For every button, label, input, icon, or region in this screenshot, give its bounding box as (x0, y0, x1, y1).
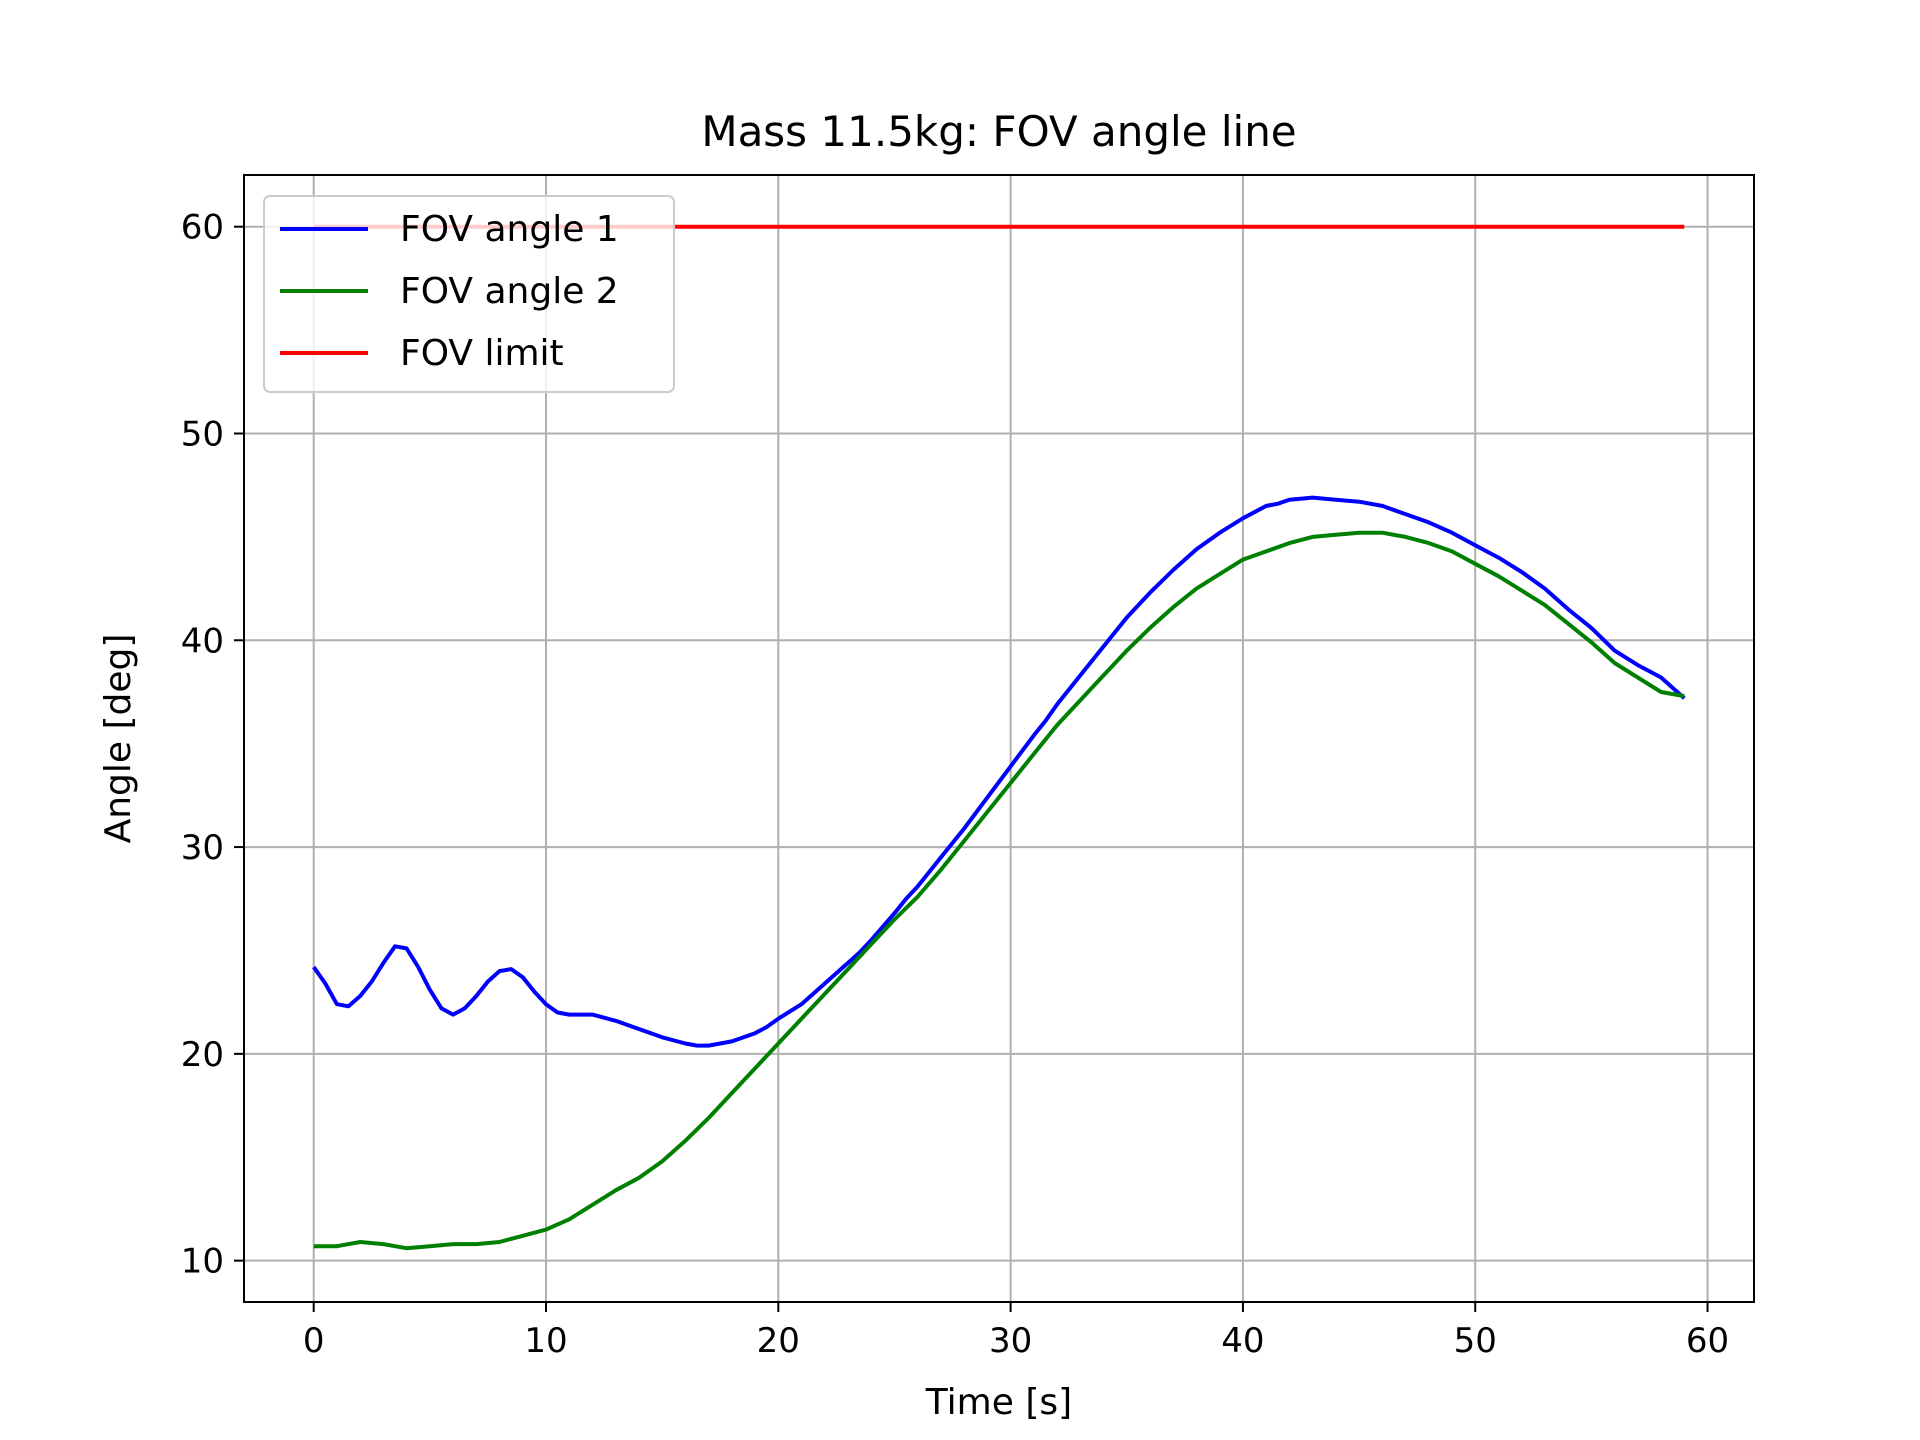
legend-label-2: FOV angle 2 (400, 271, 619, 312)
x-tick-label: 0 (303, 1321, 325, 1361)
legend: FOV angle 1 FOV angle 2 FOV limit (263, 195, 675, 393)
legend-label-3: FOV limit (400, 333, 564, 374)
y-tick-label: 60 (181, 208, 224, 248)
y-tick-label: 40 (181, 621, 224, 661)
y-tick-label: 50 (181, 414, 224, 454)
series-line-1 (312, 495, 1686, 1048)
chart-title: Mass 11.5kg: FOV angle line (701, 107, 1296, 156)
legend-box (263, 195, 675, 393)
y-tick-label: 10 (181, 1242, 224, 1282)
x-tick-label: 50 (1454, 1321, 1497, 1361)
y-tick-label: 30 (181, 828, 224, 868)
y-tick-label: 20 (181, 1035, 224, 1075)
plot-frame (243, 174, 1755, 1303)
x-axis-label: Time [s] (925, 1382, 1072, 1423)
y-axis-label: Angle [deg] (98, 634, 139, 844)
x-tick-label: 10 (524, 1321, 567, 1361)
legend-label-1: FOV angle 1 (400, 209, 619, 250)
x-tick-label: 60 (1686, 1321, 1729, 1361)
x-tick-label: 30 (989, 1321, 1032, 1361)
x-tick-label: 20 (757, 1321, 800, 1361)
axis-ticks: 0 10 20 30 40 50 60 10 20 30 40 50 60 (181, 208, 1729, 1361)
x-tick-label: 40 (1221, 1321, 1264, 1361)
series-line-2 (313, 530, 1685, 1251)
